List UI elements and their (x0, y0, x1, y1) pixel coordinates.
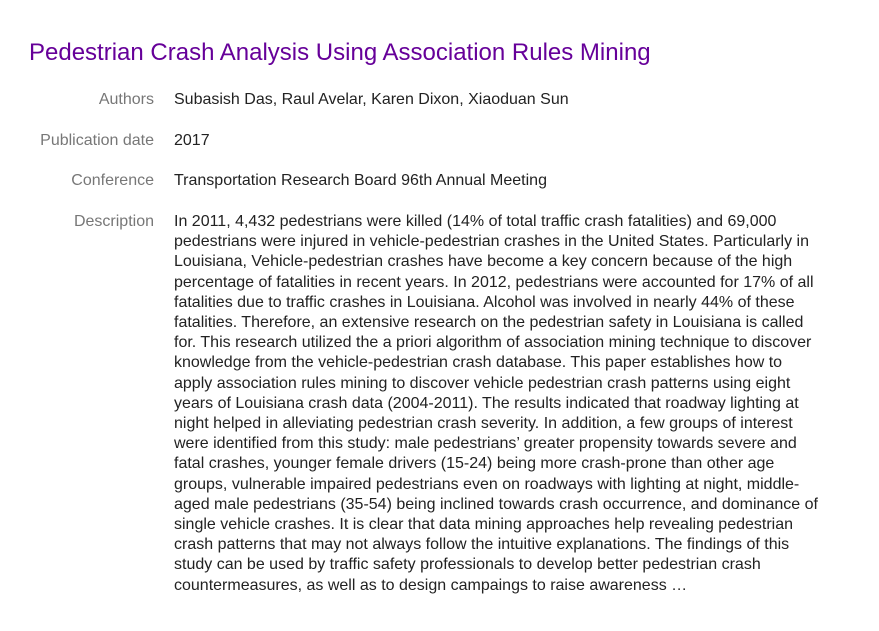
authors-label: Authors (98, 91, 154, 108)
description-value: In 2011, 4,432 pedestrians were killed (… (174, 213, 818, 594)
publication-date-label: Publication date (40, 132, 154, 149)
publication-date-value: 2017 (174, 132, 210, 149)
description-label: Description (73, 213, 154, 230)
authors-value: Subasish Das, Raul Avelar, Karen Dixon, … (174, 91, 569, 108)
conference-value: Transportation Research Board 96th Annua… (174, 172, 547, 189)
conference-label: Conference (71, 172, 154, 189)
page-title[interactable]: Pedestrian Crash Analysis Using Associat… (29, 39, 651, 66)
